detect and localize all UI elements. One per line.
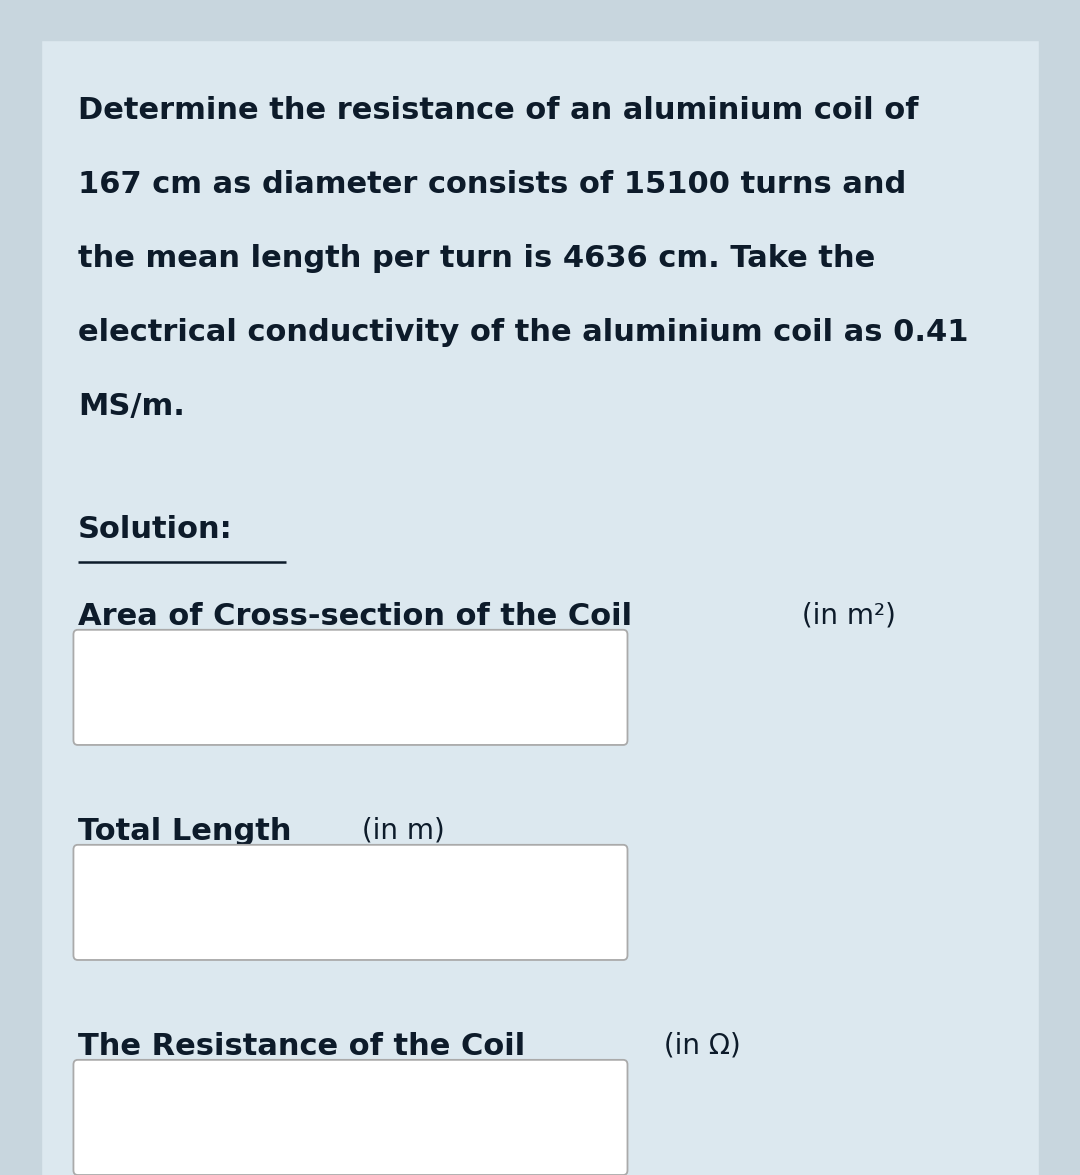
FancyBboxPatch shape	[73, 630, 627, 745]
FancyBboxPatch shape	[73, 1060, 627, 1175]
Bar	[0, 0, 1080, 40]
Text: (in m²): (in m²)	[793, 602, 895, 630]
Bar	[0, 0, 41, 1175]
Text: The Resistance of the Coil: The Resistance of the Coil	[78, 1032, 525, 1061]
Text: Solution:: Solution:	[78, 515, 232, 544]
Text: MS/m.: MS/m.	[78, 392, 185, 422]
Bar	[1039, 0, 1080, 1175]
Text: electrical conductivity of the aluminium coil as 0.41: electrical conductivity of the aluminium…	[78, 318, 969, 348]
FancyBboxPatch shape	[73, 845, 627, 960]
Text: Determine the resistance of an aluminium coil of: Determine the resistance of an aluminium…	[78, 96, 918, 126]
Text: (in Ω): (in Ω)	[654, 1032, 741, 1060]
Text: 167 cm as diameter consists of 15100 turns and: 167 cm as diameter consists of 15100 tur…	[78, 170, 906, 200]
Text: (in m): (in m)	[353, 817, 445, 845]
Text: Area of Cross-section of the Coil: Area of Cross-section of the Coil	[78, 602, 632, 631]
Text: Total Length: Total Length	[78, 817, 292, 846]
Text: the mean length per turn is 4636 cm. Take the: the mean length per turn is 4636 cm. Tak…	[78, 244, 875, 274]
